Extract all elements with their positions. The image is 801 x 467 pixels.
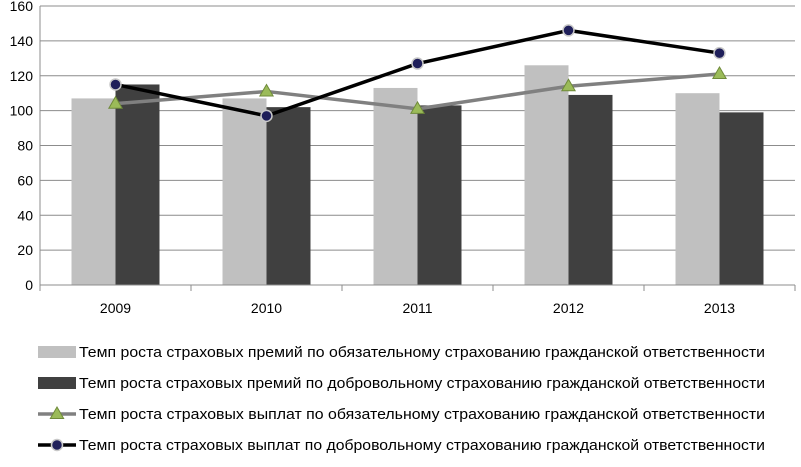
y-tick-label: 80 (17, 138, 33, 154)
marker-series-4 (713, 46, 726, 60)
marker-series-3 (711, 66, 728, 80)
legend-marker-4 (50, 438, 64, 452)
bar-series-2 (417, 105, 462, 285)
legend-label-3: Темп роста страховых выплат по обязатель… (79, 407, 765, 423)
x-tick-label: 2012 (553, 300, 584, 316)
bar-series-1 (373, 87, 418, 285)
bars (71, 65, 764, 286)
x-tick-label: 2011 (402, 300, 432, 316)
bar-series-2 (115, 84, 160, 285)
bar-series-2 (568, 94, 613, 286)
y-tick-label: 160 (10, 0, 34, 14)
bar-series-2 (719, 112, 764, 286)
y-tick-label: 120 (10, 68, 34, 84)
marker-series-3 (258, 83, 275, 97)
bar-series-1 (675, 93, 720, 285)
y-tick-label: 40 (17, 207, 33, 223)
marker-series-3 (107, 95, 124, 109)
legend-swatch-2 (38, 377, 76, 389)
y-tick-label: 60 (17, 172, 33, 188)
marker-series-4 (562, 24, 575, 37)
legend-label-1: Темп роста страховых премий по обязатель… (79, 345, 765, 361)
axes (39, 6, 796, 291)
legend: Темп роста страховых премий по обязатель… (38, 345, 765, 454)
legend-marker-3 (49, 405, 65, 420)
bar-series-2 (266, 107, 311, 285)
marker-series-3 (560, 78, 577, 92)
y-tick-label: 100 (10, 103, 34, 119)
marker-series-4 (411, 57, 424, 70)
legend-label-2: Темп роста страховых премий по доброволь… (79, 376, 765, 392)
y-tick-label: 140 (10, 33, 34, 49)
marker-series-3 (409, 100, 426, 114)
bar-series-1 (524, 65, 569, 285)
y-tick-label: 20 (17, 242, 33, 258)
x-tick-label: 2013 (704, 300, 735, 316)
legend-swatch-1 (38, 346, 76, 358)
y-tick-labels: 0 20 40 60 80 100 120 140 160 (10, 0, 34, 293)
marker-series-4 (260, 109, 273, 123)
x-tick-labels: 2009 2010 2011 2012 2013 (100, 300, 735, 316)
bar-series-1 (71, 98, 116, 285)
legend-label-4: Темп роста страховых выплат по доброволь… (79, 438, 765, 454)
bar-series-1 (222, 98, 267, 285)
y-tick-label: 0 (25, 277, 33, 293)
x-tick-label: 2010 (251, 300, 282, 316)
x-tick-label: 2009 (100, 300, 131, 316)
marker-series-4 (109, 78, 122, 91)
lines (107, 24, 728, 123)
